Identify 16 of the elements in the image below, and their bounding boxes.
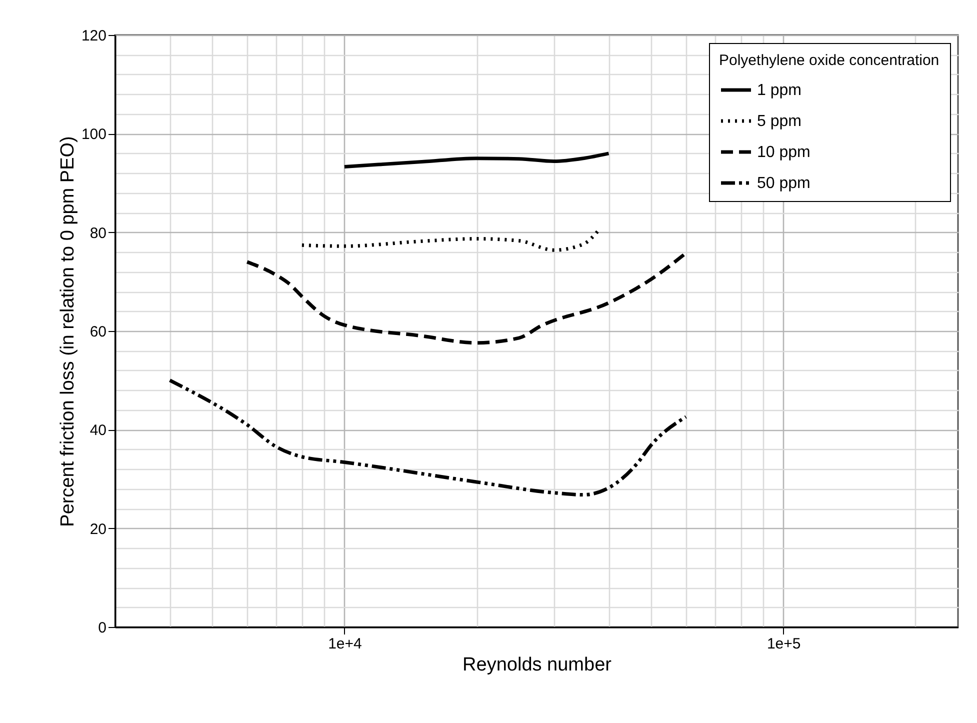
y-tick-label: 40: [90, 422, 106, 440]
y-tick-label: 20: [90, 520, 106, 538]
y-tick-label: 120: [81, 28, 106, 44]
legend-label: 10 ppm: [757, 144, 810, 161]
legend-label: 1 ppm: [757, 82, 802, 99]
y-tick-label: 100: [81, 126, 106, 144]
legend-label: 50 ppm: [757, 175, 810, 192]
y-tick-label: 80: [90, 224, 106, 242]
x-axis-title: Reynolds number: [462, 654, 612, 676]
y-axis-title: Percent friction loss (in relation to 0 ppm PEO): [57, 136, 78, 527]
y-tick-label: 60: [90, 324, 106, 340]
x-tick-label: 1e+5: [766, 636, 801, 652]
legend-title: Polyethylene oxide concentration: [719, 52, 940, 69]
legend-label: 5 ppm: [757, 113, 802, 130]
x-tick-label: 1e+4: [328, 636, 362, 652]
y-tick-label: 0: [98, 620, 106, 636]
